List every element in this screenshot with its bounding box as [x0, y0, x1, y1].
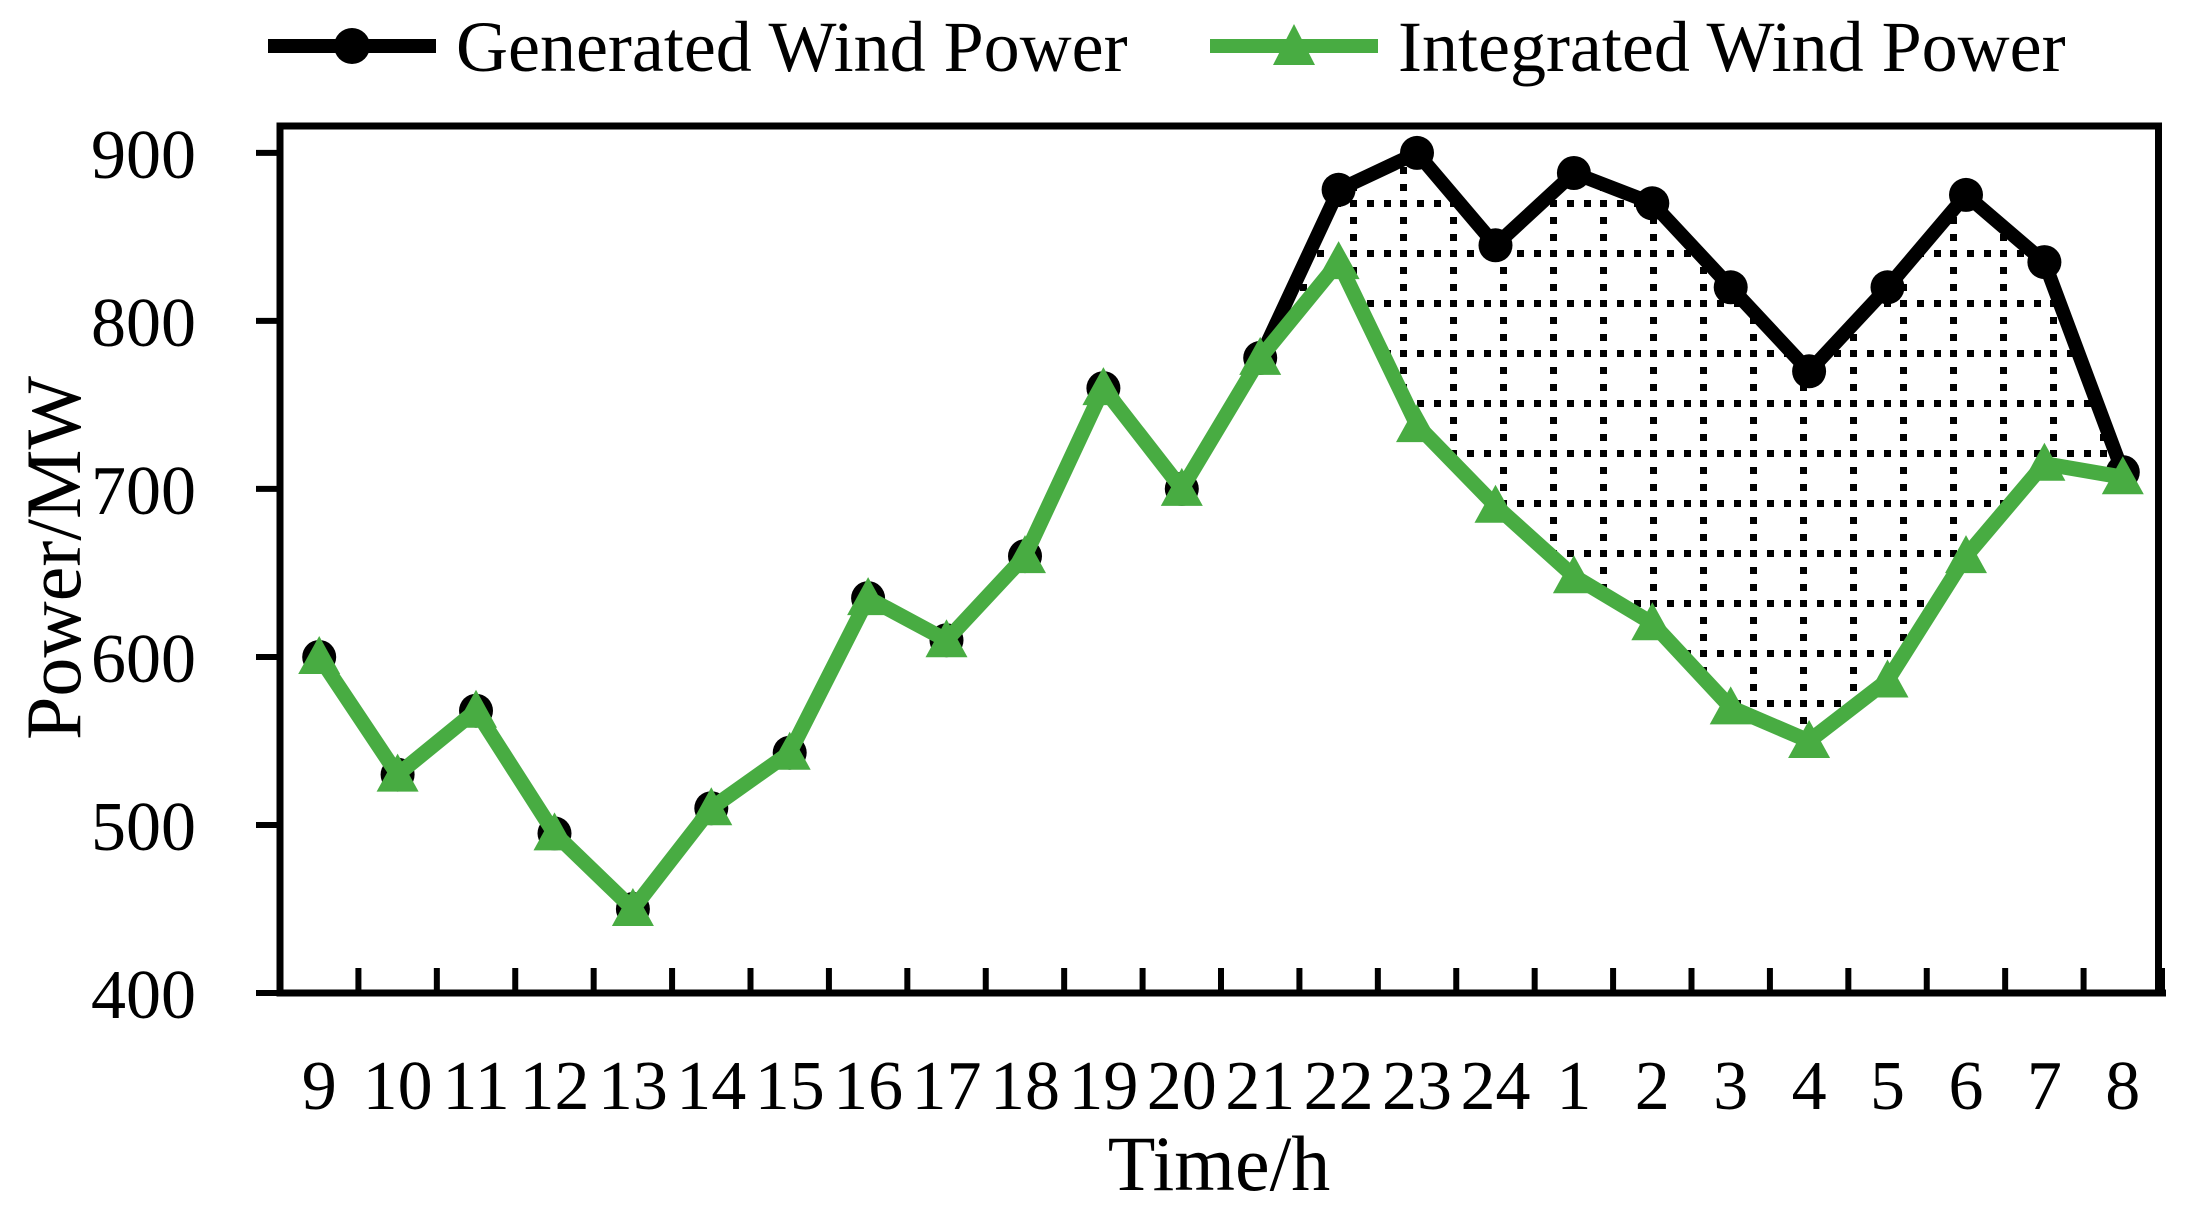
x-tick-label: 4: [1792, 1048, 1827, 1125]
x-tick-label: 20: [1147, 1048, 1217, 1125]
integrated-data-point-marker: [1239, 336, 1282, 375]
generated-data-point-marker: [2027, 245, 2062, 280]
x-tick-label: 7: [2027, 1048, 2062, 1125]
integrated-data-point-marker: [847, 577, 890, 616]
x-tick-label: 3: [1713, 1048, 1748, 1125]
y-tick-label: 500: [91, 789, 196, 866]
generated-data-point-marker: [1400, 135, 1434, 170]
y-tick-labels: 400 500 600 700 800 900: [91, 117, 196, 1034]
x-tick-label: 9: [302, 1048, 337, 1125]
generated-data-point-marker: [1870, 270, 1905, 305]
integrated-data-point-marker: [1317, 241, 1360, 280]
integrated-data-point-marker: [376, 753, 419, 792]
integrated-data-point-marker: [1709, 686, 1752, 725]
legend-item-generated: Generated Wind Power: [268, 7, 1128, 87]
hatched-area-polygon: [1260, 152, 2123, 741]
integrated-data-point-marker: [298, 636, 341, 674]
x-tick-label: 11: [442, 1048, 509, 1125]
integrated-data-point-marker: [1396, 404, 1438, 443]
generated-data-point-marker: [1949, 177, 1983, 212]
y-tick-label: 800: [91, 285, 196, 362]
x-tick-label: 5: [1870, 1048, 1905, 1125]
x-axis-title: Time/h: [1108, 1120, 1331, 1207]
integrated-data-point-marker: [455, 689, 497, 728]
integrated-data-point-marker: [1552, 555, 1595, 594]
x-tick-label: 8: [2105, 1048, 2140, 1125]
x-tick-label: 15: [755, 1048, 825, 1125]
integrated-data-point-marker: [1788, 720, 1831, 758]
x-tick-label: 1: [1556, 1048, 1591, 1125]
integrated-wind-power-line: [311, 254, 2131, 917]
y-tick-label: 900: [91, 117, 196, 194]
y-axis-title: Power/MW: [10, 376, 97, 740]
x-tick-label: 12: [519, 1048, 589, 1125]
x-tick-label: 18: [990, 1048, 1060, 1125]
legend-label-generated: Generated Wind Power: [456, 7, 1128, 87]
integrated-data-point-marker: [1004, 535, 1046, 574]
legend-label-integrated: Integrated Wind Power: [1398, 7, 2066, 87]
legend-triangle-marker-icon: [1273, 24, 1315, 65]
integrated-data-point-marker: [1631, 602, 1674, 641]
generated-data-point-marker: [1556, 156, 1591, 190]
integrated-data-point-marker: [611, 888, 654, 926]
generated-data-point-marker: [1478, 228, 1513, 263]
hatched-curtailment-area: [1260, 152, 2123, 741]
series-layer: [298, 135, 2144, 926]
integrated-data-point-marker: [690, 787, 733, 826]
generated-data-point-marker: [1713, 270, 1748, 305]
x-tick-marks: [277, 968, 2165, 993]
x-tick-label: 19: [1068, 1048, 1138, 1125]
integrated-data-point-marker: [768, 731, 811, 770]
integrated-data-point-marker: [2023, 442, 2066, 481]
x-tick-label: 16: [833, 1048, 903, 1125]
integrated-data-point-marker: [1945, 535, 1987, 574]
x-tick-label: 13: [598, 1048, 668, 1125]
x-tick-label: 10: [363, 1048, 433, 1125]
y-tick-label: 700: [91, 453, 196, 530]
y-tick-marks: [256, 149, 281, 996]
integrated-data-point-marker: [2101, 456, 2144, 495]
integrated-data-point-marker: [1474, 484, 1517, 523]
x-tick-label: 2: [1635, 1048, 1670, 1125]
legend-circle-marker-icon: [334, 28, 370, 64]
generated-data-point-marker: [1321, 172, 1356, 207]
integrated-data-point-marker: [925, 619, 968, 658]
x-tick-labels: 9 10 11 12 13 14 15 16 17 18 19 20 21 22 23 24 1 2 3 4 5 6 7 8: [302, 1048, 2141, 1125]
integrated-data-point-marker: [1082, 367, 1125, 406]
x-tick-label: 21: [1225, 1048, 1295, 1125]
x-tick-label: 23: [1382, 1048, 1452, 1125]
legend: Generated Wind Power Integrated Wind Pow…: [268, 7, 2066, 87]
x-tick-label: 22: [1304, 1048, 1374, 1125]
x-tick-label: 17: [912, 1048, 982, 1125]
y-tick-label: 600: [91, 621, 196, 698]
integrated-data-point-marker: [1160, 467, 1203, 506]
legend-item-integrated: Integrated Wind Power: [1210, 7, 2066, 87]
integrated-data-point-marker: [1866, 659, 1909, 698]
y-tick-label: 400: [91, 957, 196, 1034]
x-tick-label: 6: [1948, 1048, 1983, 1125]
generated-data-point-marker: [1635, 186, 1670, 221]
generated-data-point-marker: [1792, 354, 1827, 389]
x-tick-label: 24: [1460, 1048, 1530, 1125]
x-tick-label: 14: [676, 1048, 746, 1125]
integrated-data-point-marker: [533, 812, 576, 851]
